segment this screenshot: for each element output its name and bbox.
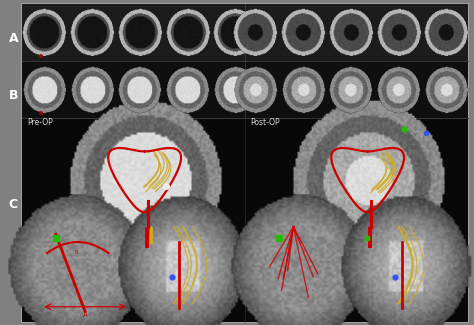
Bar	[368, 227, 372, 244]
Bar	[150, 227, 153, 244]
Bar	[22, 62, 468, 118]
Text: B: B	[9, 89, 18, 102]
Text: C: C	[9, 198, 18, 211]
Text: R: R	[39, 54, 43, 59]
Bar	[145, 227, 149, 244]
Bar	[22, 4, 468, 61]
Text: Pre-OP: Pre-OP	[27, 118, 53, 127]
Text: A: A	[82, 312, 88, 318]
Text: A: A	[9, 32, 18, 46]
Text: R: R	[74, 250, 78, 254]
Bar	[145, 244, 149, 248]
Text: Post-OP: Post-OP	[250, 118, 279, 127]
Text: R: R	[39, 111, 43, 116]
Bar	[368, 244, 372, 248]
Bar	[22, 119, 468, 322]
